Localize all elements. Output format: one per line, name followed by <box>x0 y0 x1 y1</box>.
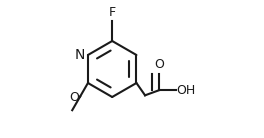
Text: O: O <box>154 58 164 71</box>
Text: OH: OH <box>176 84 196 97</box>
Text: O: O <box>69 91 79 104</box>
Text: F: F <box>109 6 116 19</box>
Text: N: N <box>75 48 86 62</box>
